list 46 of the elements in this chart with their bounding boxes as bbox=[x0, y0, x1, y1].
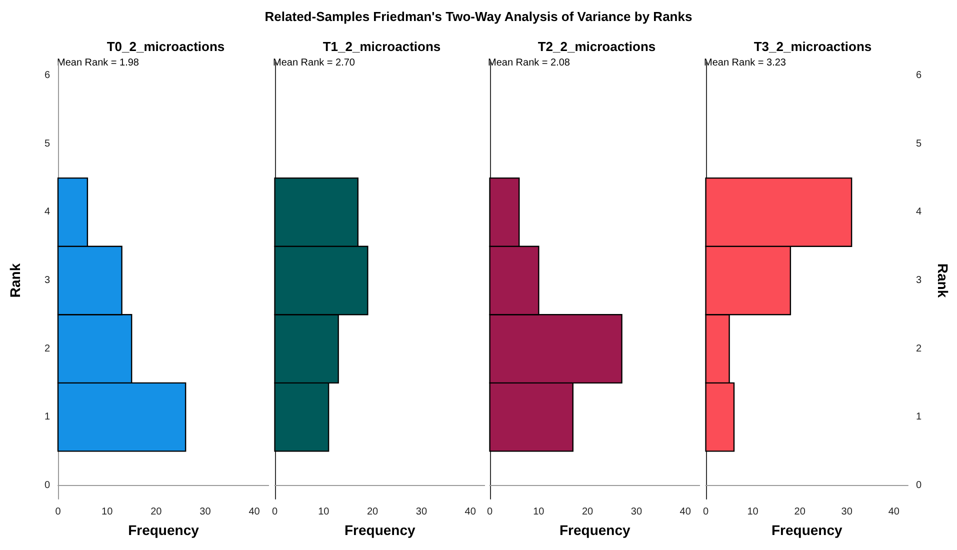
x-tick-label: 0 bbox=[272, 506, 278, 518]
x-tick-label: 40 bbox=[888, 506, 900, 518]
y-tick-label: 0 bbox=[916, 480, 922, 491]
x-tick-label: 0 bbox=[487, 506, 493, 518]
y-axis-title: Rank bbox=[7, 263, 23, 298]
x-tick-label: 30 bbox=[415, 506, 427, 518]
x-tick-label: 10 bbox=[746, 506, 758, 518]
chart-title: T2_2_microactions bbox=[538, 39, 656, 54]
y-tick-label: 2 bbox=[916, 343, 922, 354]
x-tick-label: 40 bbox=[680, 506, 692, 518]
x-axis-title: Frequency bbox=[770, 522, 842, 538]
y-tick-label: 4 bbox=[916, 206, 922, 218]
y-tick-label: 0 bbox=[44, 480, 50, 491]
chart-title: T1_2_microactions bbox=[322, 39, 440, 54]
y-tick-label: 3 bbox=[44, 275, 50, 286]
y-tick-label: 4 bbox=[44, 206, 50, 218]
x-tick-label: 40 bbox=[248, 506, 260, 518]
y-tick-label: 6 bbox=[44, 70, 50, 82]
annotation: Mean Rank = 1.98 bbox=[57, 58, 140, 68]
chart-title: T0_2_microactions bbox=[106, 39, 225, 54]
x-axis-title: Frequency bbox=[128, 522, 200, 538]
y-tick-label: 1 bbox=[916, 412, 922, 423]
y-axis-title: Rank bbox=[934, 263, 950, 298]
x-axis-title: Frequency bbox=[559, 522, 630, 538]
text: Related-Samples Friedman's Two-Way Analysis of Variance by Ranks bbox=[264, 9, 694, 24]
y-tick-label: 6 bbox=[916, 70, 922, 82]
y-tick-label: 5 bbox=[916, 138, 922, 150]
y-tick-label: 1 bbox=[44, 412, 50, 423]
x-tick-label: 10 bbox=[533, 506, 545, 518]
x-tick-label: 0 bbox=[702, 506, 708, 518]
x-tick-label: 10 bbox=[102, 506, 114, 518]
chart-title: T3_2_microactions bbox=[753, 39, 872, 54]
x-tick-label: 30 bbox=[200, 506, 212, 518]
x-tick-label: 20 bbox=[582, 506, 594, 518]
x-tick-label: 20 bbox=[366, 506, 378, 518]
x-tick-label: 30 bbox=[840, 506, 852, 518]
y-tick-label: 5 bbox=[44, 138, 50, 150]
x-tick-label: 30 bbox=[630, 506, 642, 518]
x-tick-label: 20 bbox=[150, 506, 162, 518]
y-tick-label: 2 bbox=[44, 343, 50, 354]
x-tick-label: 20 bbox=[794, 506, 806, 518]
x-tick-label: 10 bbox=[318, 506, 330, 518]
x-axis-title: Frequency bbox=[344, 522, 415, 538]
x-tick-label: 0 bbox=[55, 506, 62, 518]
y-tick-label: 3 bbox=[916, 275, 922, 286]
x-tick-label: 40 bbox=[464, 506, 476, 518]
